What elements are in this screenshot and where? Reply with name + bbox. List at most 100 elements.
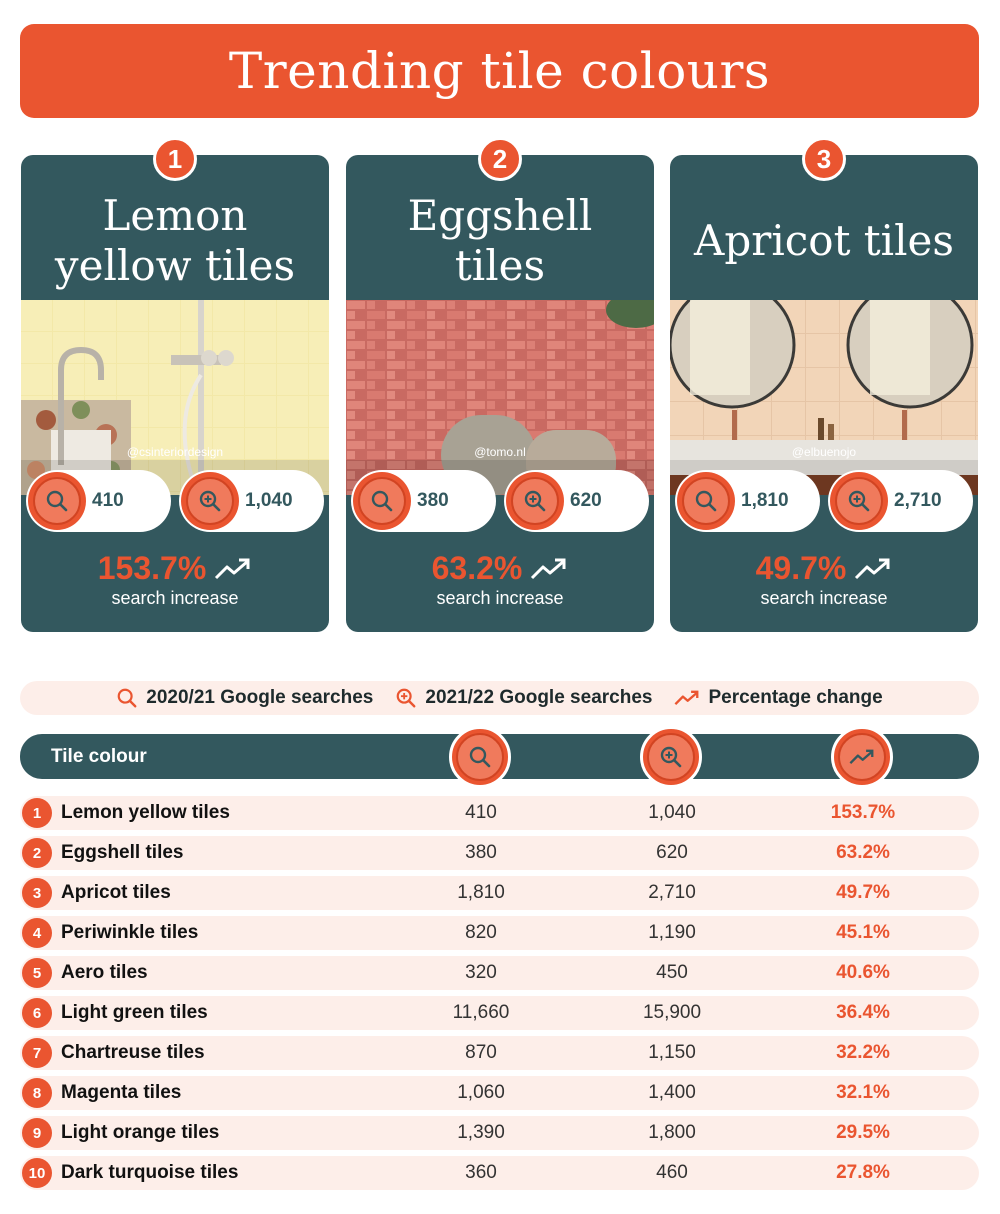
searches-2122-pill: 1,040 bbox=[179, 470, 324, 532]
percentage-change-cell: 153.7% bbox=[830, 802, 896, 823]
rank-badge: 8 bbox=[22, 1078, 52, 1108]
rank-badge: 9 bbox=[22, 1118, 52, 1148]
trend-up-icon bbox=[215, 558, 250, 579]
tile-name: Dark turquoise tiles bbox=[61, 1162, 239, 1183]
trend-up-icon bbox=[675, 690, 699, 705]
searches-2021-cell: 1,060 bbox=[457, 1082, 505, 1103]
rank-badge: 6 bbox=[22, 998, 52, 1028]
rank-badge: 4 bbox=[22, 918, 52, 948]
trend-up-icon bbox=[849, 749, 874, 764]
searches-2021-value: 1,810 bbox=[741, 490, 789, 511]
change-label: search increase bbox=[760, 588, 888, 608]
rank-badge: 7 bbox=[22, 1038, 52, 1068]
searches-2122-pill: 620 bbox=[504, 470, 649, 532]
searches-2021-value: 380 bbox=[417, 490, 449, 511]
table-row: 4 Periwinkle tiles 820 1,190 45.1% bbox=[20, 916, 979, 950]
percentage-change-cell: 32.2% bbox=[836, 1042, 890, 1063]
photo-credit: @tomo.nl bbox=[474, 445, 526, 459]
search-icon bbox=[28, 472, 86, 530]
searches-2122-cell: 1,040 bbox=[648, 802, 696, 823]
tile-name: Eggshell tiles bbox=[61, 842, 184, 863]
searches-2122-value: 620 bbox=[570, 490, 602, 511]
searches-2021-cell: 360 bbox=[465, 1162, 497, 1183]
searches-2122-cell: 1,150 bbox=[648, 1042, 696, 1063]
rank-badge: 2 bbox=[22, 838, 52, 868]
searches-2021-cell: 410 bbox=[465, 802, 497, 823]
searches-2122-cell: 450 bbox=[656, 962, 688, 983]
legend: 2020/21 Google searches 2021/22 Google s… bbox=[20, 681, 979, 715]
card-title: Eggshell tiles bbox=[407, 190, 593, 290]
rank-badge: 1 bbox=[22, 798, 52, 828]
change-label: search increase bbox=[436, 588, 564, 608]
table-row: 8 Magenta tiles 1,060 1,400 32.1% bbox=[20, 1076, 979, 1110]
change-row: 153.7% bbox=[21, 550, 329, 587]
tile-name: Lemon yellow tiles bbox=[61, 802, 230, 823]
title-banner: Trending tile colours bbox=[20, 24, 979, 118]
search-icon bbox=[117, 688, 137, 708]
rank-badge: 3 bbox=[22, 878, 52, 908]
legend-label: Percentage change bbox=[708, 687, 883, 708]
tile-name: Periwinkle tiles bbox=[61, 922, 199, 943]
percentage-change-cell: 63.2% bbox=[836, 842, 890, 863]
legend-item-change: Percentage change bbox=[674, 687, 883, 709]
searches-2021-pill: 380 bbox=[351, 470, 496, 532]
zoom-in-icon bbox=[660, 746, 682, 768]
tile-name: Light orange tiles bbox=[61, 1122, 220, 1143]
zoom-in-icon bbox=[506, 472, 564, 530]
legend-item-2122: 2021/22 Google searches bbox=[395, 687, 652, 709]
change-row: 63.2% bbox=[346, 550, 654, 587]
searches-2122-cell: 1,400 bbox=[648, 1082, 696, 1103]
percentage-change-cell: 32.1% bbox=[836, 1082, 890, 1103]
zoom-in-icon bbox=[181, 472, 239, 530]
zoom-in-icon bbox=[397, 688, 416, 708]
searches-2122-cell: 1,190 bbox=[648, 922, 696, 943]
top-card-1: 1 Lemon yellow tiles @csinteriordesign bbox=[21, 137, 329, 632]
legend-label: 2020/21 Google searches bbox=[146, 687, 374, 708]
searches-2021-value: 410 bbox=[92, 490, 124, 511]
card-title: Lemon yellow tiles bbox=[54, 190, 296, 290]
trend-up-icon bbox=[531, 558, 566, 579]
table-row: 6 Light green tiles 11,660 15,900 36.4% bbox=[20, 996, 979, 1030]
photo-credit: @csinteriordesign bbox=[126, 445, 224, 459]
searches-2021-cell: 870 bbox=[465, 1042, 497, 1063]
searches-2021-cell: 11,660 bbox=[452, 1002, 510, 1023]
searches-2122-pill: 2,710 bbox=[828, 470, 973, 532]
card-photo bbox=[346, 300, 654, 495]
percentage-change-cell: 29.5% bbox=[836, 1122, 890, 1143]
column-header-change bbox=[831, 726, 893, 788]
tile-name: Apricot tiles bbox=[61, 882, 171, 903]
photo-credit: @elbuenojo bbox=[791, 445, 857, 459]
column-header-2021 bbox=[449, 726, 511, 788]
trend-up-icon bbox=[855, 558, 890, 579]
table-row: 9 Light orange tiles 1,390 1,800 29.5% bbox=[20, 1116, 979, 1150]
change-value: 63.2% bbox=[431, 550, 523, 586]
table-row: 5 Aero tiles 320 450 40.6% bbox=[20, 956, 979, 990]
legend-item-2021: 2020/21 Google searches bbox=[116, 687, 373, 709]
tile-name: Light green tiles bbox=[61, 1002, 208, 1023]
rank-badge: 1 bbox=[153, 137, 197, 181]
searches-2122-value: 1,040 bbox=[245, 490, 293, 511]
card-title: Apricot tiles bbox=[694, 215, 954, 265]
search-icon bbox=[469, 746, 491, 768]
search-icon bbox=[353, 472, 411, 530]
searches-2122-cell: 15,900 bbox=[642, 1002, 702, 1023]
top-card-2: 2 Eggshell tiles @tomo.nl 380 bbox=[346, 137, 654, 632]
searches-2021-cell: 820 bbox=[465, 922, 497, 943]
rank-badge: 3 bbox=[802, 137, 846, 181]
searches-2122-cell: 1,800 bbox=[648, 1122, 696, 1143]
searches-2021-cell: 380 bbox=[465, 842, 497, 863]
searches-2122-value: 2,710 bbox=[894, 490, 942, 511]
tile-name: Magenta tiles bbox=[61, 1082, 182, 1103]
rank-badge: 5 bbox=[22, 958, 52, 988]
zoom-in-icon bbox=[830, 472, 888, 530]
percentage-change-cell: 45.1% bbox=[836, 922, 890, 943]
search-icon bbox=[677, 472, 735, 530]
tile-name: Aero tiles bbox=[61, 962, 148, 983]
table-row: 10 Dark turquoise tiles 360 460 27.8% bbox=[20, 1156, 979, 1190]
searches-2122-cell: 2,710 bbox=[648, 882, 696, 903]
percentage-change-cell: 40.6% bbox=[836, 962, 890, 983]
change-label: search increase bbox=[111, 588, 239, 608]
table-row: 2 Eggshell tiles 380 620 63.2% bbox=[20, 836, 979, 870]
table-row: 1 Lemon yellow tiles 410 1,040 153.7% bbox=[20, 796, 979, 830]
searches-2021-pill: 410 bbox=[26, 470, 171, 532]
